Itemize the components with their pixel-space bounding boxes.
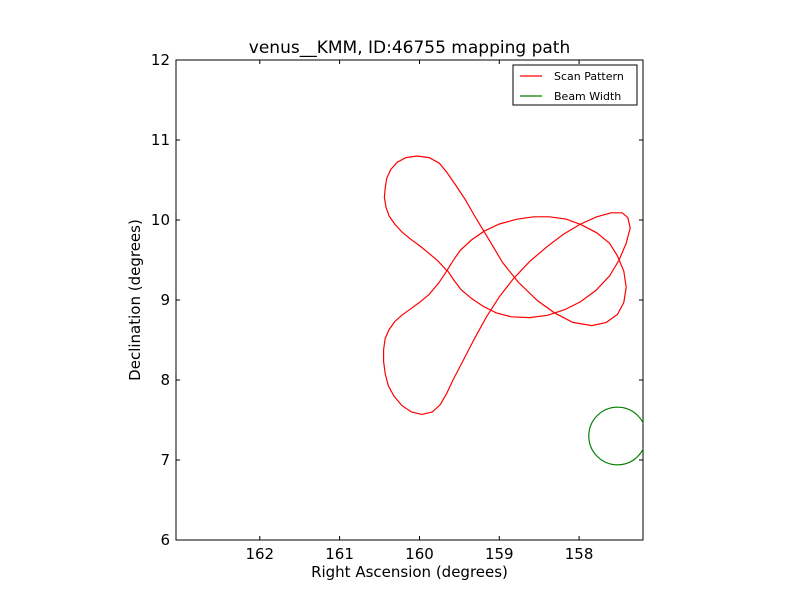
legend-box <box>512 64 638 106</box>
y-tick-label: 10 <box>151 211 170 229</box>
y-axis-label: Declination (degrees) <box>126 219 144 381</box>
x-tick-label: 158 <box>565 545 594 563</box>
x-tick-label: 161 <box>325 545 354 563</box>
legend-label-beam-width: Beam Width <box>554 90 621 103</box>
x-axis-ticks: 162 161 160 159 158 <box>245 60 593 563</box>
series-scan-pattern-line <box>383 155 631 416</box>
y-tick-label: 6 <box>160 531 170 549</box>
x-axis-label: Right Ascension (degrees) <box>311 563 508 581</box>
y-tick-label: 8 <box>160 371 170 389</box>
series-beam-width-circle <box>588 406 643 466</box>
x-tick-label: 159 <box>485 545 514 563</box>
x-tick-label: 160 <box>405 545 434 563</box>
chart-marks <box>383 155 643 466</box>
x-tick-label: 162 <box>245 545 274 563</box>
plot-area <box>175 59 644 541</box>
y-tick-label: 7 <box>160 451 170 469</box>
y-axis-ticks: 6 7 8 9 10 11 12 <box>151 51 643 549</box>
legend-label-scan-pattern: Scan Pattern <box>554 70 624 83</box>
y-tick-label: 12 <box>151 51 170 69</box>
y-tick-label: 11 <box>151 131 170 149</box>
chart-title: venus__KMM, ID:46755 mapping path <box>249 38 570 58</box>
legend: Scan Pattern Beam Width <box>512 64 638 106</box>
y-tick-label: 9 <box>160 291 170 309</box>
